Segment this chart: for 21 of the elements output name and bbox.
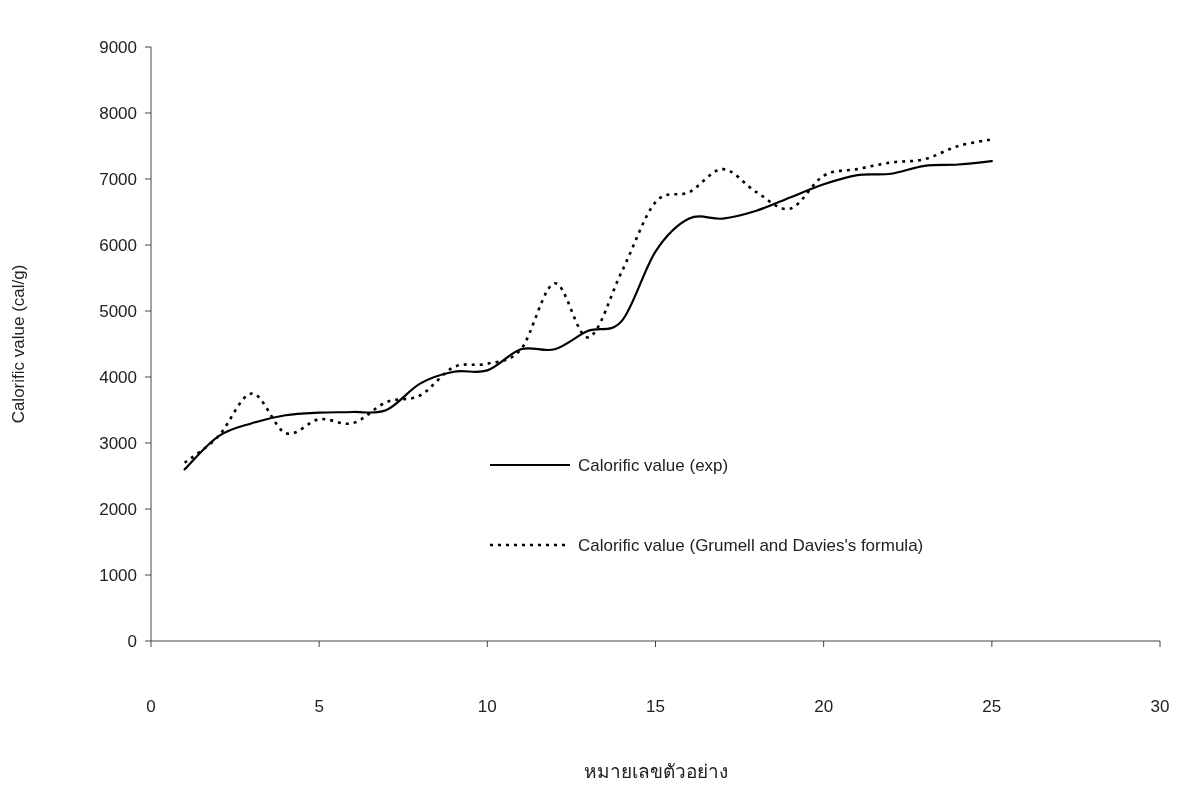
- y-tick-label: 9000: [99, 38, 137, 57]
- y-tick-label: 1000: [99, 566, 137, 585]
- x-tick-label: 10: [477, 697, 497, 716]
- y-tick-label: 5000: [99, 302, 137, 321]
- y-tick-label: 3000: [99, 434, 137, 453]
- x-tick-label: 15: [646, 697, 665, 716]
- x-tick-label: 25: [982, 697, 1002, 716]
- legend-label: Calorific value (exp): [578, 456, 729, 475]
- y-tick-label: 8000: [99, 104, 137, 123]
- y-axis-title: Calorific value (cal/g): [9, 264, 28, 424]
- y-tick-label: 7000: [99, 170, 137, 189]
- y-tick-label: 6000: [99, 236, 137, 255]
- y-tick-label: 2000: [99, 500, 137, 519]
- x-tick-label: 30: [1150, 697, 1170, 716]
- y-tick-label: 0: [127, 632, 137, 651]
- x-axis-title: หมายเลขตัวอย่าง: [583, 761, 728, 782]
- x-tick-label: 5: [314, 697, 324, 716]
- x-tick-label: 0: [146, 697, 156, 716]
- y-tick-label: 4000: [99, 368, 137, 387]
- legend-label: Calorific value (Grumell and Davies's formula): [578, 536, 924, 555]
- x-tick-label: 20: [814, 697, 834, 716]
